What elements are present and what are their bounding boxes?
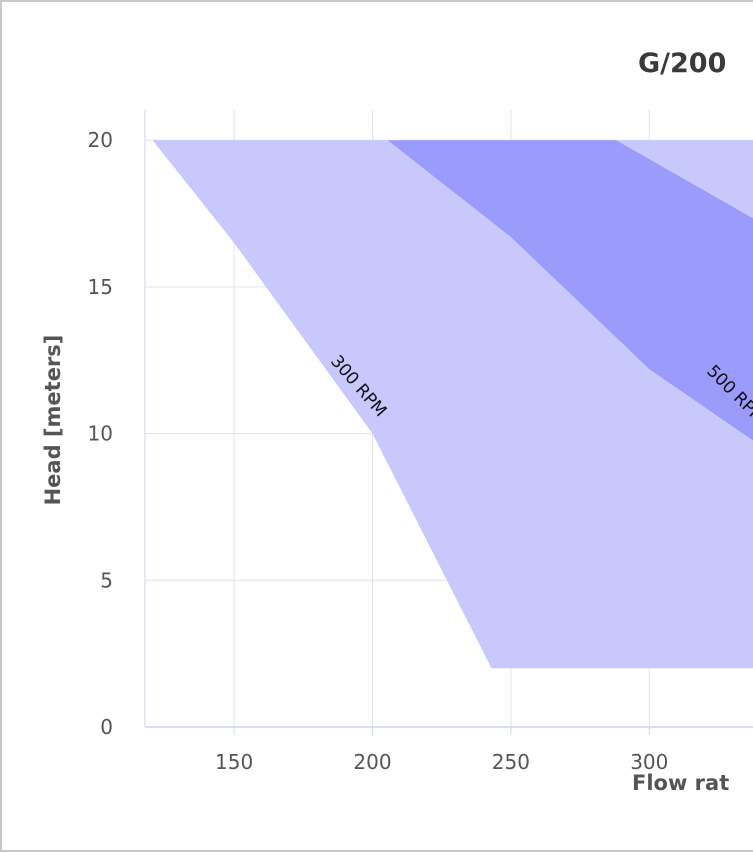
x-tick-label: 300 — [630, 750, 668, 774]
y-tick-label: 20 — [88, 128, 113, 152]
y-axis-ticks: 0 5 10 15 20 — [88, 128, 113, 739]
x-tick-label: 200 — [353, 750, 391, 774]
x-axis-ticks: 150 200 250 300 — [215, 727, 668, 774]
y-tick-label: 15 — [88, 275, 113, 299]
x-axis-title: Flow rat — [632, 771, 729, 795]
y-tick-label: 0 — [100, 715, 113, 739]
band-500-rpm — [387, 140, 753, 441]
chart-title: G/200 — [638, 48, 726, 79]
performance-bands — [152, 140, 753, 669]
y-tick-label: 10 — [88, 422, 113, 446]
axes — [144, 110, 753, 728]
y-axis-title: Head [meters] — [41, 335, 65, 506]
x-tick-label: 250 — [492, 750, 530, 774]
x-tick-label: 150 — [215, 750, 253, 774]
y-tick-label: 5 — [100, 568, 113, 592]
